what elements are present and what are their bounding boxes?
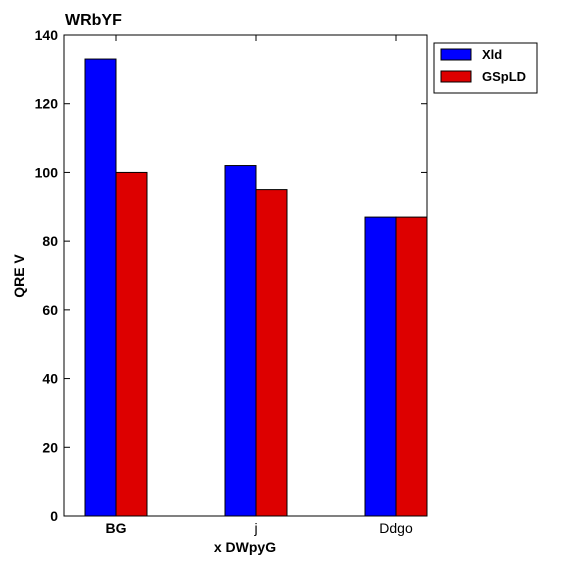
legend-label: Xld	[482, 47, 502, 62]
y-axis-label: QRE V	[11, 254, 27, 298]
x-tick-label: Ddgo	[379, 520, 413, 536]
x-axis-ticks: BG j Ddgo	[106, 35, 413, 536]
y-tick-label: 80	[42, 233, 58, 249]
x-tick-label: BG	[106, 520, 127, 536]
bar-GSpLD-Ddgo	[395, 216, 428, 517]
legend-swatch	[440, 48, 472, 61]
bar-Xld-j	[224, 165, 257, 517]
chart-title: WRbYF	[65, 12, 122, 29]
y-axis-ticks: 0 20 40 60 80 100 120 140	[35, 27, 427, 524]
bar-GSpLD-BG	[115, 171, 148, 517]
y-tick-label: 120	[35, 96, 59, 112]
bar-GSpLD-j	[255, 189, 288, 517]
plot-frame	[63, 34, 428, 517]
y-tick-label: 40	[42, 371, 58, 387]
bar-Xld-BG	[84, 58, 117, 517]
y-tick-label: 20	[42, 439, 58, 455]
bars-group	[84, 58, 428, 517]
y-tick-label: 60	[42, 302, 58, 318]
x-tick-label: j	[253, 520, 257, 536]
legend-swatch	[440, 70, 472, 83]
legend-label: GSpLD	[482, 69, 526, 84]
bar-Xld-Ddgo	[364, 216, 397, 517]
y-tick-label: 0	[50, 508, 58, 524]
x-axis-label: x DWpyG	[214, 539, 276, 555]
y-tick-label: 100	[35, 164, 59, 180]
legend: Xld GSpLD	[433, 42, 538, 94]
y-tick-label: 140	[35, 27, 59, 43]
